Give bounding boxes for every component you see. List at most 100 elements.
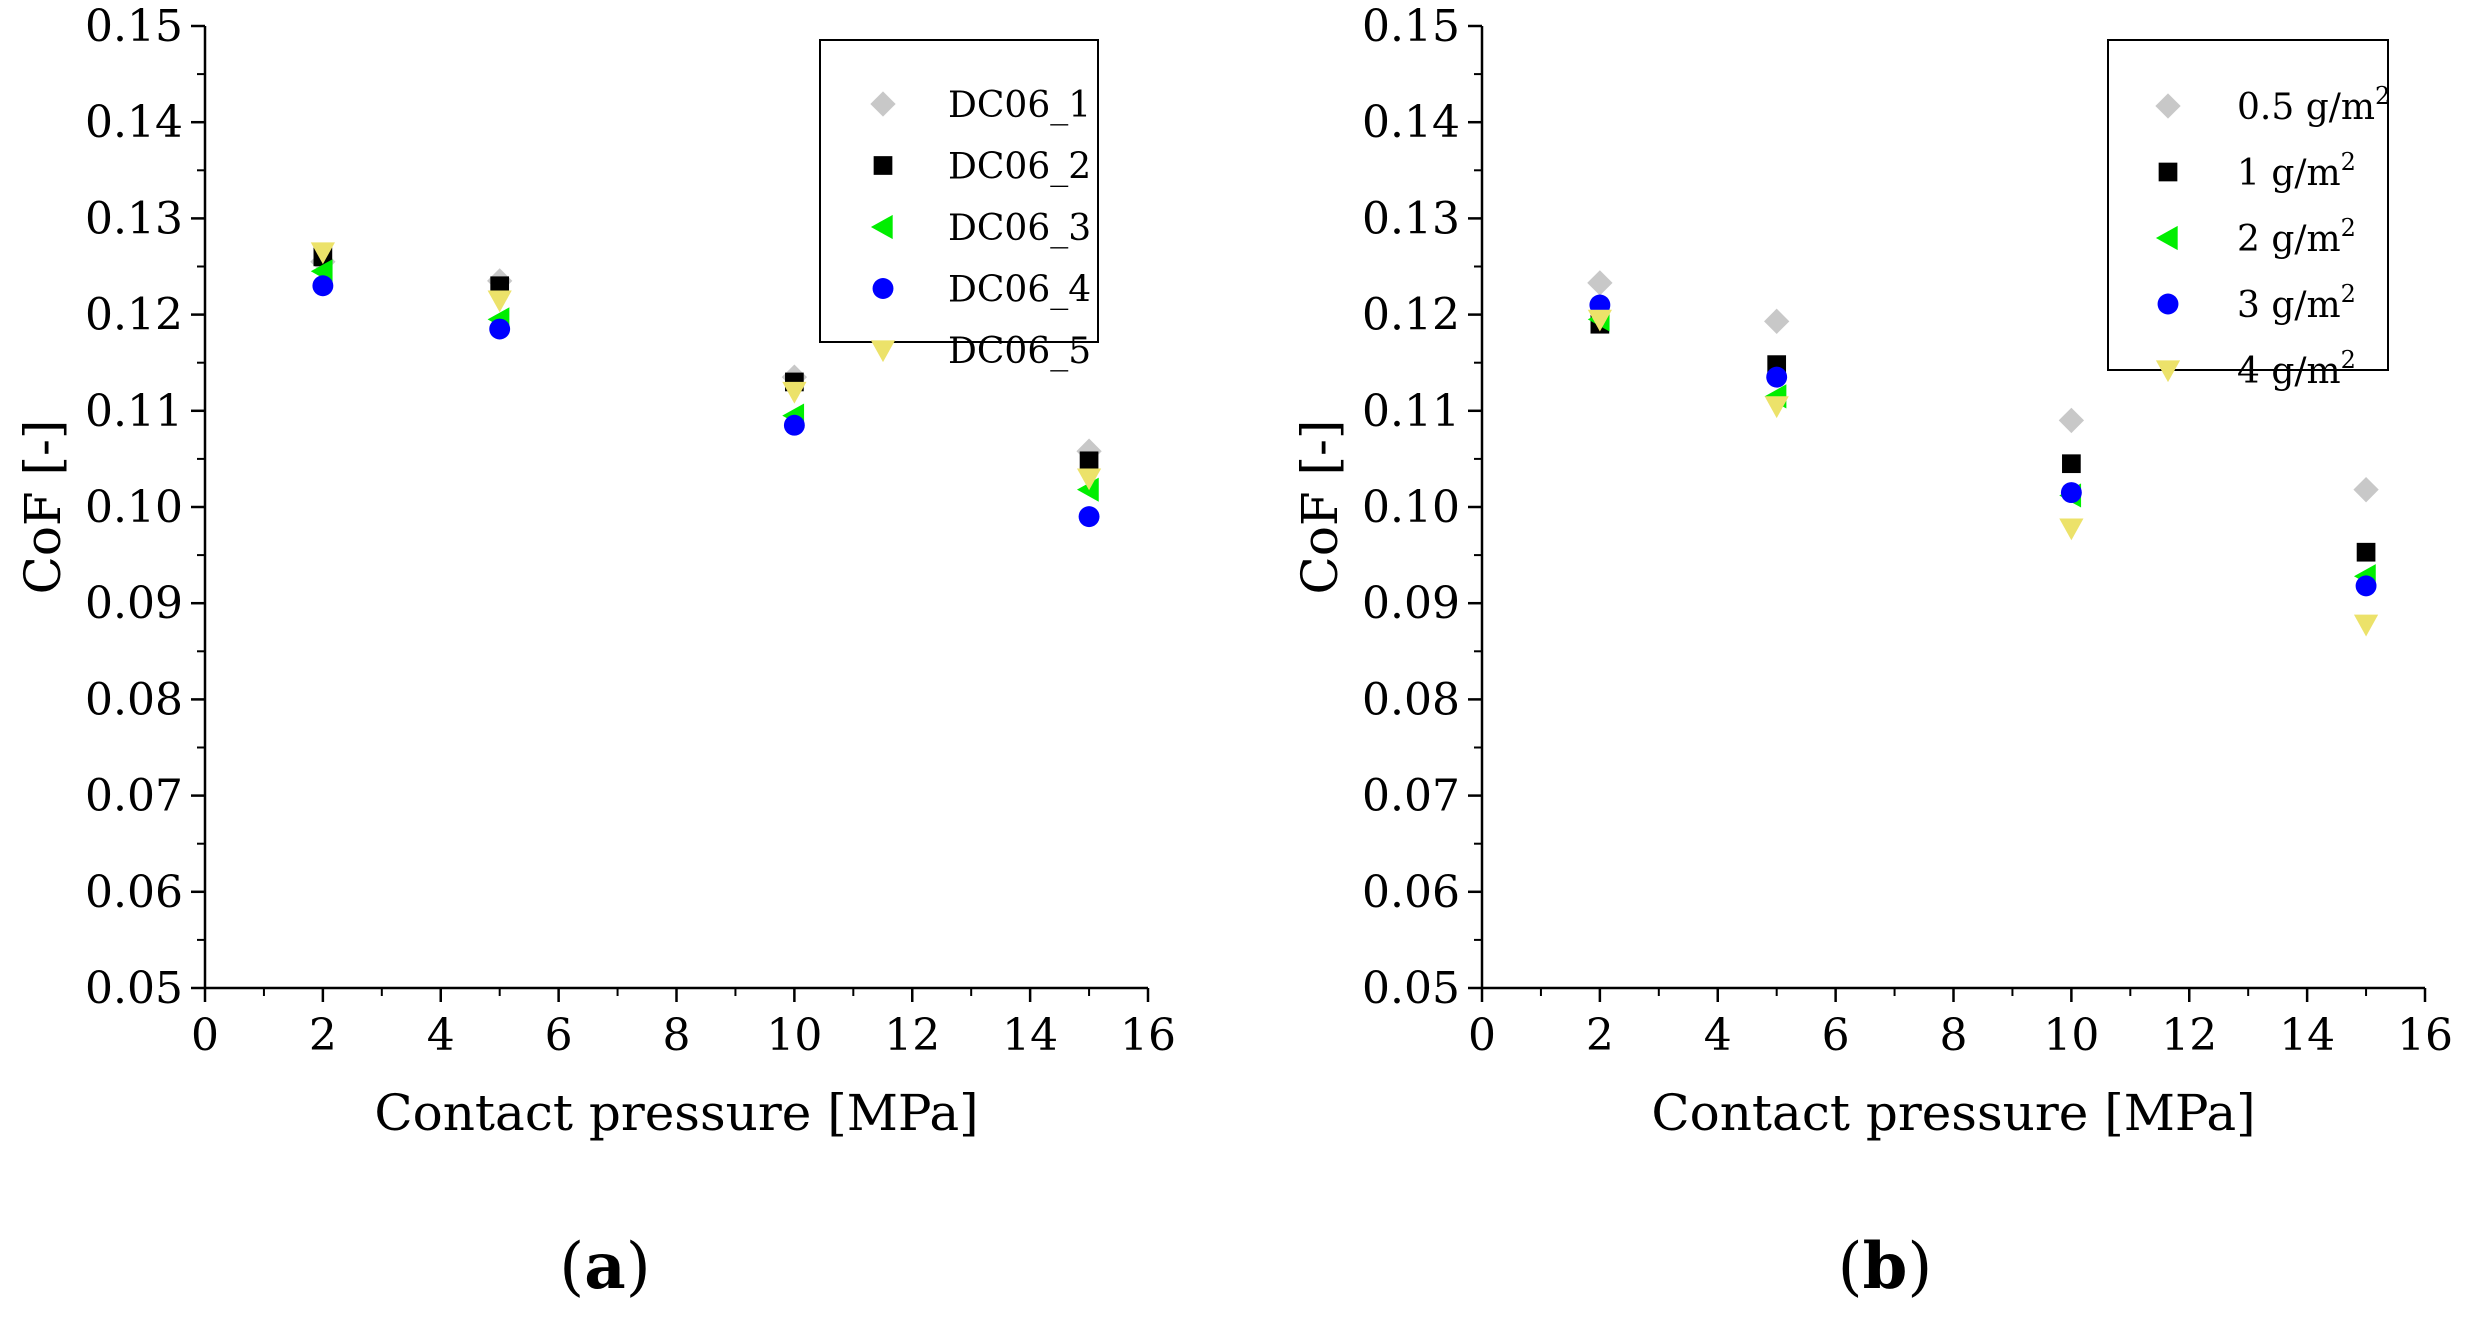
data-point [1587, 309, 1612, 332]
y-tick-label: 0.09 [1362, 578, 1460, 629]
legend-marker [870, 340, 896, 363]
y-tick-label: 0.15 [1362, 1, 1460, 52]
x-tick-label: 4 [427, 1010, 455, 1061]
legend-label: DC06_4 [948, 270, 1091, 311]
x-axis-title: Contact pressure [MPa] [1651, 1084, 2255, 1142]
y-tick-label: 0.12 [85, 290, 183, 341]
x-tick-label: 12 [2161, 1010, 2217, 1061]
legend-marker [872, 278, 894, 299]
panel-label: (a) [559, 1229, 650, 1304]
x-tick-label: 2 [309, 1010, 337, 1061]
legend-marker [2155, 225, 2178, 251]
legend-label: 1 g/m2 [2237, 148, 2356, 194]
y-tick-label: 0.07 [85, 771, 183, 822]
y-tick-label: 0.10 [1362, 482, 1460, 533]
data-point [2060, 482, 2082, 504]
legend-marker [873, 156, 893, 175]
y-tick-label: 0.05 [85, 963, 183, 1014]
legend-label: DC06_2 [948, 147, 1091, 188]
data-point [1587, 270, 1613, 296]
data-point [782, 381, 807, 404]
chart-panel-a: 0 2 4 6 8 10 12 14 16 0.05 0.06 0.07 0.08 0.09 0.10 0.1… [14, 1, 1176, 1304]
x-tick-label: 8 [663, 1010, 691, 1061]
y-axis-title: CoF [-] [1291, 420, 1349, 595]
x-tick-label: 14 [1002, 1010, 1058, 1061]
y-axis-title: CoF [-] [14, 420, 72, 595]
series-4-g-m [1587, 309, 2379, 637]
data-point [1079, 451, 1099, 471]
x-tick-label: 2 [1586, 1010, 1614, 1061]
x-tick-label: 8 [1940, 1010, 1968, 1061]
y-tick-label: 0.14 [1362, 97, 1460, 148]
y-tick-label: 0.13 [85, 193, 183, 244]
x-tick-label: 6 [545, 1010, 573, 1061]
x-tick-label: 12 [884, 1010, 940, 1061]
legend-marker [870, 214, 893, 240]
y-tick-label: 0.11 [1362, 386, 1460, 437]
data-point [310, 242, 335, 265]
data-point [783, 414, 805, 436]
data-point [2353, 614, 2379, 637]
data-point [489, 318, 511, 340]
data-point [487, 290, 512, 313]
x-tick-label: 4 [1704, 1010, 1732, 1061]
series-3-g-m [1589, 294, 2377, 597]
y-tick-label: 0.05 [1362, 963, 1460, 1014]
x-tick-label: 10 [2043, 1010, 2099, 1061]
data-point [2355, 575, 2377, 597]
x-tick-label: 14 [2279, 1010, 2335, 1061]
legend-label: 4 g/m2 [2237, 346, 2356, 392]
series-0-5-g-m [1587, 270, 2379, 503]
x-tick-label: 16 [2397, 1010, 2453, 1061]
legend-label: DC06_3 [948, 208, 1091, 249]
x-axis-title: Contact pressure [MPa] [374, 1084, 978, 1142]
x-tick-label: 6 [1822, 1010, 1850, 1061]
data-point [1764, 308, 1790, 334]
legend-label: 0.5 g/m2 [2237, 82, 2390, 128]
y-tick-label: 0.14 [85, 97, 183, 148]
legend-marker [2157, 293, 2179, 315]
legend-box [2107, 39, 2389, 371]
y-tick-label: 0.09 [85, 578, 183, 629]
y-tick-label: 0.13 [1362, 193, 1460, 244]
y-tick-label: 0.07 [1362, 771, 1460, 822]
legend-label: DC06_5 [948, 331, 1091, 372]
data-point [2356, 542, 2376, 562]
chart-panel-b: 0 2 4 6 8 10 12 14 16 0.05 0.06 0.07 0.08 0.09 0.10 0.1… [1291, 1, 2453, 1304]
y-tick-label: 0.15 [85, 1, 183, 52]
data-point [1076, 477, 1099, 502]
legend-label: 2 g/m2 [2237, 214, 2356, 260]
legend-label: DC06_1 [948, 85, 1091, 126]
x-tick-label: 16 [1120, 1010, 1176, 1061]
series-dc06-4 [312, 275, 1100, 528]
legend: DC06_1 DC06_2 DC06_3 DC06_4 DC06_5 [819, 39, 1099, 372]
x-tick-label: 10 [766, 1010, 822, 1061]
data-point [1766, 366, 1788, 388]
legend-marker [2155, 93, 2181, 119]
data-point [2062, 454, 2081, 474]
y-tick-label: 0.10 [85, 482, 183, 533]
series-dc06-5 [310, 242, 1102, 491]
data-point [1078, 506, 1100, 528]
y-tick-label: 0.12 [1362, 290, 1460, 341]
legend-label: 3 g/m2 [2237, 280, 2356, 326]
y-tick-label: 0.06 [85, 867, 183, 918]
x-tick-label: 0 [191, 1010, 219, 1061]
legend-box [819, 39, 1099, 343]
y-tick-label: 0.11 [85, 386, 183, 437]
data-point [490, 276, 510, 296]
x-tick-label: 0 [1468, 1010, 1496, 1061]
panel-label: (b) [1838, 1229, 1933, 1304]
legend-marker [2158, 162, 2178, 182]
legend: 0.5 g/m2 1 g/m2 2 g/m2 3 g/m2 4 g/m2 [2107, 39, 2390, 392]
data-point [2059, 518, 2084, 541]
legend-marker [870, 91, 896, 117]
y-tick-label: 0.06 [1362, 867, 1460, 918]
data-point [312, 275, 334, 297]
data-point [1764, 396, 1789, 419]
y-tick-label: 0.08 [1362, 674, 1460, 725]
data-point [1076, 468, 1102, 491]
data-point [2353, 477, 2379, 503]
y-tick-label: 0.08 [85, 674, 183, 725]
